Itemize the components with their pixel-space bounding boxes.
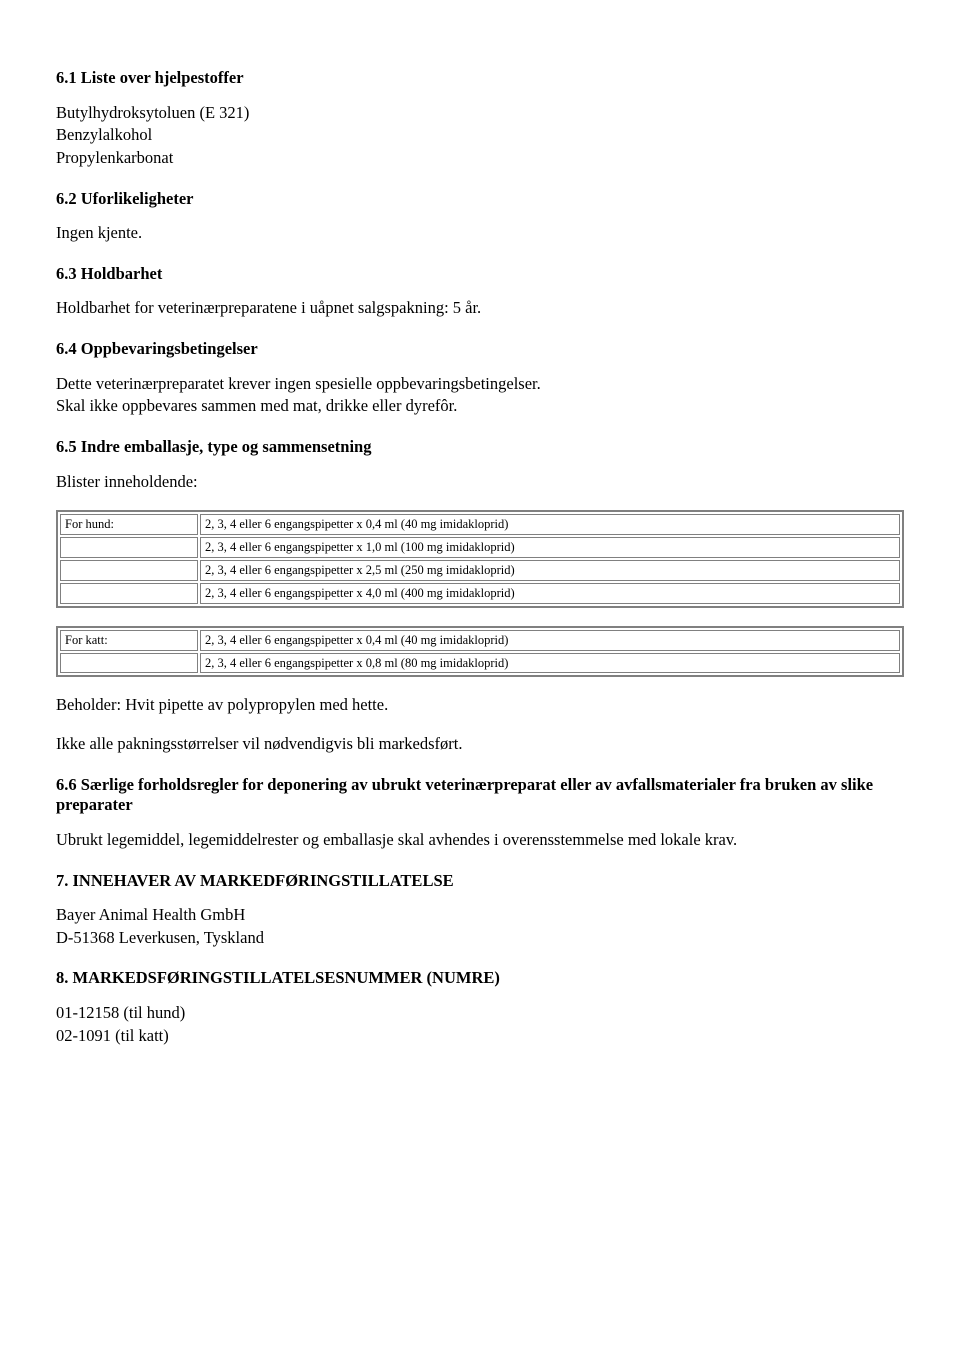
disposal-text: Ubrukt legemiddel, legemiddelrester og e… [56, 830, 904, 851]
table-empty-cell [60, 583, 198, 604]
table-for-hund: For hund: 2, 3, 4 eller 6 engangspipette… [56, 510, 904, 608]
table-empty-cell [60, 560, 198, 581]
storage-line: Skal ikke oppbevares sammen med mat, dri… [56, 396, 904, 417]
table-label-cell: For katt: [60, 630, 198, 651]
table-for-katt: For katt: 2, 3, 4 eller 6 engangspipette… [56, 626, 904, 678]
table-row: 2, 3, 4 eller 6 engangspipetter x 0,8 ml… [60, 653, 900, 674]
holder-line: Bayer Animal Health GmbH [56, 905, 904, 926]
auth-number-line: 02-1091 (til katt) [56, 1026, 904, 1047]
heading-6-4: 6.4 Oppbevaringsbetingelser [56, 339, 904, 360]
table-empty-cell [60, 537, 198, 558]
table-empty-cell [60, 653, 198, 674]
holder-block: Bayer Animal Health GmbH D-51368 Leverku… [56, 905, 904, 948]
container-description: Beholder: Hvit pipette av polypropylen m… [56, 695, 904, 716]
table-row: 2, 3, 4 eller 6 engangspipetter x 2,5 ml… [60, 560, 900, 581]
heading-6-2: 6.2 Uforlikeligheter [56, 189, 904, 210]
excipient-line: Butylhydroksytoluen (E 321) [56, 103, 904, 124]
table-row: For hund: 2, 3, 4 eller 6 engangspipette… [60, 514, 900, 535]
table-row: For katt: 2, 3, 4 eller 6 engangspipette… [60, 630, 900, 651]
heading-6-1: 6.1 Liste over hjelpestoffer [56, 68, 904, 89]
excipient-line: Propylenkarbonat [56, 148, 904, 169]
storage-text: Dette veterinærpreparatet krever ingen s… [56, 374, 904, 417]
auth-numbers-block: 01-12158 (til hund) 02-1091 (til katt) [56, 1003, 904, 1046]
table-row: 2, 3, 4 eller 6 engangspipetter x 1,0 ml… [60, 537, 900, 558]
table-value-cell: 2, 3, 4 eller 6 engangspipetter x 2,5 ml… [200, 560, 900, 581]
pack-sizes-note: Ikke alle pakningsstørrelser vil nødvend… [56, 734, 904, 755]
holder-line: D-51368 Leverkusen, Tyskland [56, 928, 904, 949]
heading-8: 8. MARKEDSFØRINGSTILLATELSESNUMMER (NUMR… [56, 968, 904, 989]
storage-line: Dette veterinærpreparatet krever ingen s… [56, 374, 904, 395]
table-value-cell: 2, 3, 4 eller 6 engangspipetter x 1,0 ml… [200, 537, 900, 558]
heading-6-5: 6.5 Indre emballasje, type og sammensetn… [56, 437, 904, 458]
table-value-cell: 2, 3, 4 eller 6 engangspipetter x 4,0 ml… [200, 583, 900, 604]
shelf-life-text: Holdbarhet for veterinærpreparatene i uå… [56, 298, 904, 319]
heading-6-6: 6.6 Særlige forholdsregler for deponerin… [56, 775, 904, 816]
table-label-cell: For hund: [60, 514, 198, 535]
excipient-line: Benzylalkohol [56, 125, 904, 146]
auth-number-line: 01-12158 (til hund) [56, 1003, 904, 1024]
blister-intro: Blister inneholdende: [56, 472, 904, 493]
incompatibilities-text: Ingen kjente. [56, 223, 904, 244]
table-value-cell: 2, 3, 4 eller 6 engangspipetter x 0,4 ml… [200, 630, 900, 651]
heading-7: 7. INNEHAVER AV MARKEDFØRINGSTILLATELSE [56, 871, 904, 892]
table-value-cell: 2, 3, 4 eller 6 engangspipetter x 0,4 ml… [200, 514, 900, 535]
table-value-cell: 2, 3, 4 eller 6 engangspipetter x 0,8 ml… [200, 653, 900, 674]
table-row: 2, 3, 4 eller 6 engangspipetter x 4,0 ml… [60, 583, 900, 604]
heading-6-3: 6.3 Holdbarhet [56, 264, 904, 285]
excipients-list: Butylhydroksytoluen (E 321) Benzylalkoho… [56, 103, 904, 169]
